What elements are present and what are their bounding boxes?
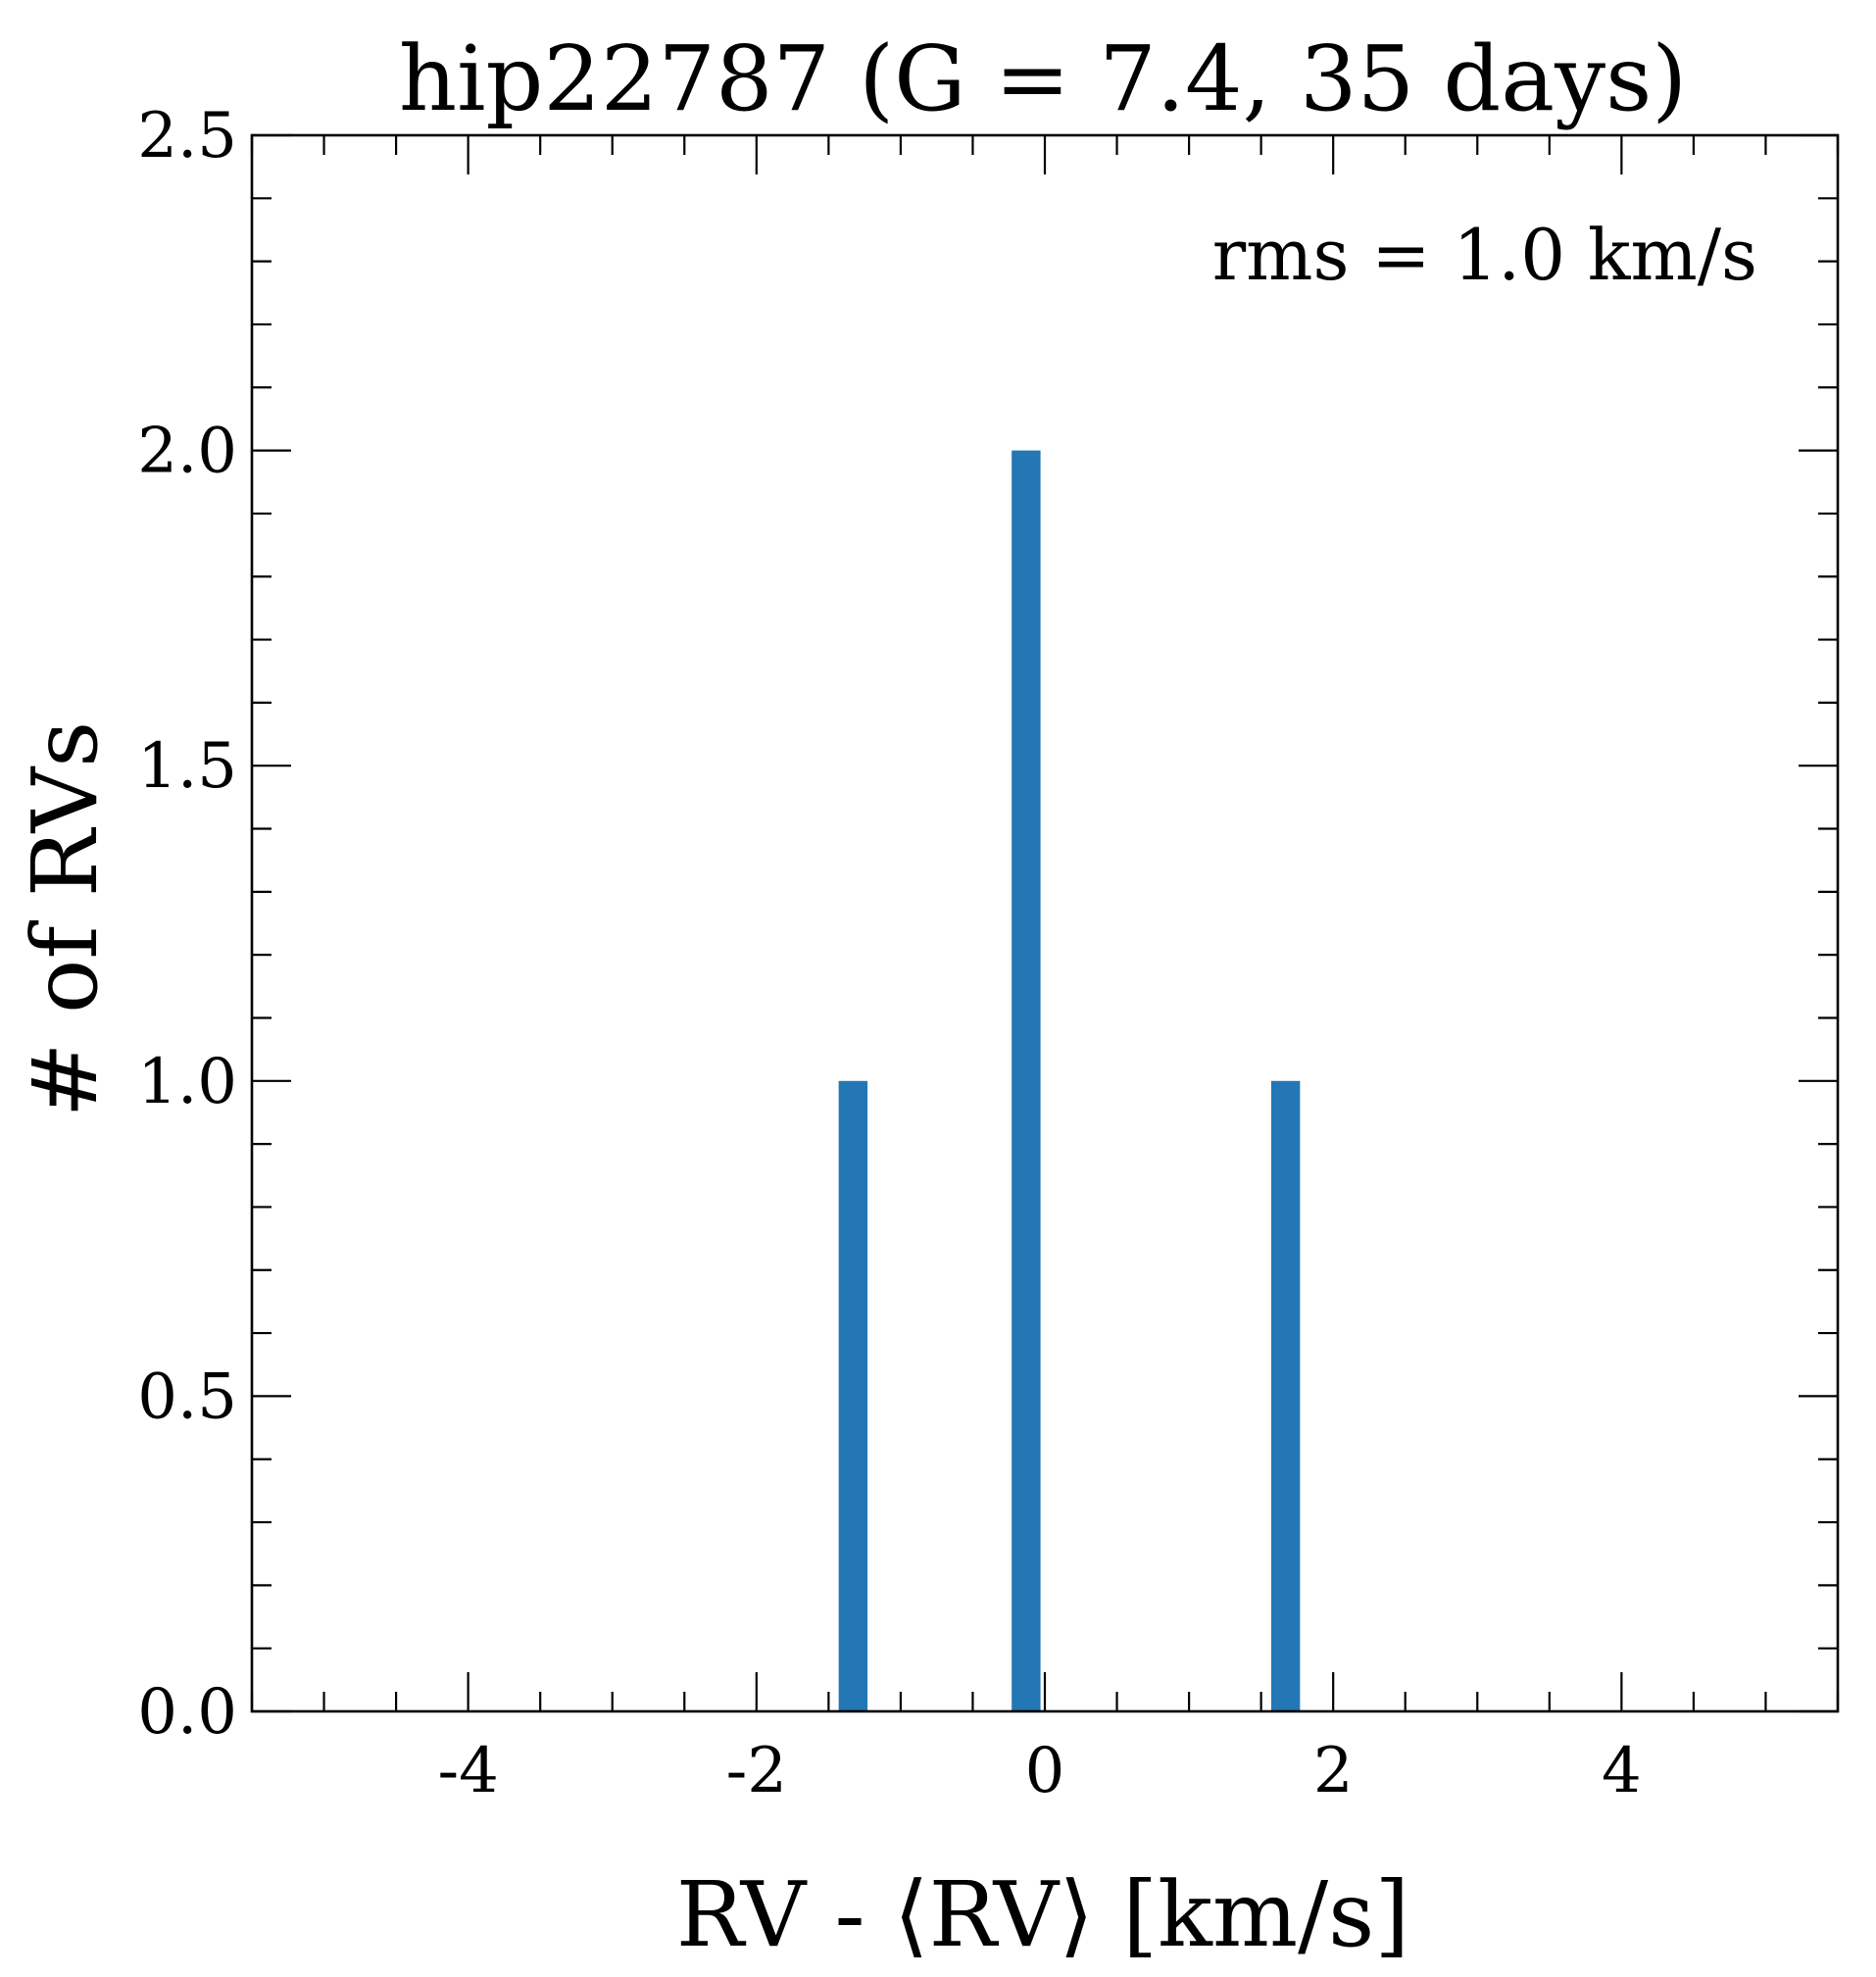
x-tick-label: 0	[1025, 1735, 1065, 1807]
y-tick-label: 2.0	[137, 416, 237, 488]
y-tick-label: 2.5	[137, 100, 237, 173]
tick-labels: -4 -2 0 2 4 0.0 0.5 1.0 1.5 2.0 2.5	[137, 100, 1642, 1807]
x-tick-label: -2	[726, 1735, 787, 1807]
chart-title: hip22787 (G = 7.4, 35 days)	[399, 26, 1687, 131]
y-tick-label: 0.5	[137, 1360, 237, 1433]
x-tick-label: -4	[437, 1735, 498, 1807]
histogram-bar-3	[1270, 1080, 1301, 1711]
x-tick-label: 2	[1313, 1735, 1354, 1807]
rms-annotation: rms = 1.0 km/s	[1212, 214, 1757, 296]
axes-frame	[250, 133, 1840, 1713]
y-tick-label: 1.0	[137, 1046, 237, 1118]
y-tick-label: 0.0	[137, 1676, 237, 1749]
y-tick-label: 1.5	[137, 730, 237, 803]
histogram-bar-1	[838, 1080, 868, 1711]
ticks-layer	[250, 133, 1840, 1713]
bars-layer	[838, 450, 1301, 1712]
y-axis-label: # of RVs	[13, 721, 118, 1118]
x-tick-label: 4	[1602, 1735, 1642, 1807]
x-axis-label: RV - ⟨RV⟩ [km/s]	[676, 1862, 1409, 1967]
histogram-bar-2	[1012, 450, 1041, 1712]
